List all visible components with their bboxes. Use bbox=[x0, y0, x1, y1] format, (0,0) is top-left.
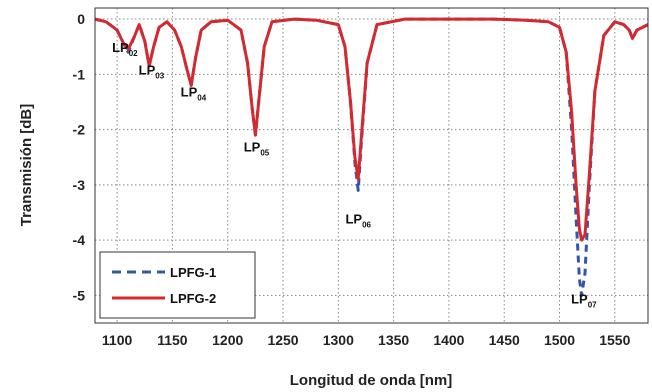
y-tick-label: -3 bbox=[73, 177, 86, 193]
x-tick-label: 1550 bbox=[599, 332, 630, 348]
peak-label: LP02 bbox=[112, 40, 138, 58]
y-tick-label: -4 bbox=[73, 232, 86, 248]
peak-label: LP07 bbox=[571, 292, 597, 310]
x-tick-labels: 1100 1150 1200 1250 1300 1350 1400 1450 1500 1550 bbox=[102, 332, 631, 348]
series-line-lpfg-1 bbox=[94, 17, 649, 297]
legend-label-lpfg-2: LPFG-2 bbox=[170, 291, 216, 306]
y-tick-label: -2 bbox=[73, 122, 86, 138]
x-axis-label: Longitud de onda [nm] bbox=[290, 372, 452, 389]
plot-frame bbox=[94, 7, 649, 324]
series-layer bbox=[94, 17, 649, 297]
y-axis-label: Transmisión [dB] bbox=[18, 104, 35, 227]
legend-box bbox=[99, 251, 256, 319]
peak-label: LP03 bbox=[139, 62, 165, 80]
x-tick-label: 1400 bbox=[433, 332, 464, 348]
legend: LPFG-1 LPFG-2 bbox=[99, 251, 256, 319]
x-tick-label: 1250 bbox=[267, 332, 298, 348]
x-tick-label: 1500 bbox=[544, 332, 575, 348]
peak-label: LP04 bbox=[181, 84, 207, 102]
x-tick-label: 1100 bbox=[102, 332, 133, 348]
peak-label: LP06 bbox=[345, 212, 371, 230]
peak-label: LP05 bbox=[244, 140, 270, 158]
grid-lines bbox=[95, 8, 648, 323]
x-tick-label: 1350 bbox=[378, 332, 409, 348]
y-tick-label: -1 bbox=[73, 66, 86, 82]
x-tick-label: 1150 bbox=[157, 332, 188, 348]
y-tick-labels: 0 -1 -2 -3 -4 -5 bbox=[73, 11, 86, 303]
x-tick-label: 1300 bbox=[323, 332, 354, 348]
y-tick-label: -5 bbox=[73, 287, 86, 303]
x-tick-label: 1450 bbox=[489, 332, 520, 348]
x-tick-label: 1200 bbox=[212, 332, 243, 348]
series-line-lpfg-2 bbox=[94, 17, 649, 242]
legend-label-lpfg-1: LPFG-1 bbox=[170, 265, 216, 280]
y-tick-label: 0 bbox=[77, 11, 85, 27]
